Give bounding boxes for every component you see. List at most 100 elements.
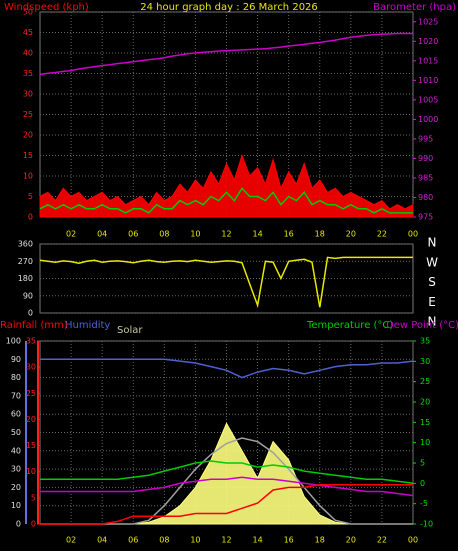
compass-label: S <box>428 275 436 289</box>
y-tick-label: 5 <box>31 493 36 502</box>
y-tick-label: 20 <box>26 415 36 424</box>
y-tick-label: 90 <box>11 355 21 364</box>
y-tick-label: 30 <box>420 357 430 366</box>
series-line <box>40 476 414 497</box>
x-tick-label: 22 <box>377 536 387 545</box>
x-tick-label: 04 <box>97 230 107 239</box>
y-tick-label: 10 <box>26 467 36 476</box>
y-tick-label: 20 <box>23 131 33 140</box>
y-tick-label: 30 <box>26 363 36 372</box>
x-tick-label: 10 <box>190 536 200 545</box>
x-tick-label: 02 <box>66 536 76 545</box>
x-tick-label: 08 <box>159 230 169 239</box>
x-tick-label: 00 <box>408 536 418 545</box>
y-tick-label: 35 <box>26 337 36 346</box>
y-tick-label: 180 <box>18 274 33 283</box>
y-tick-label: 45 <box>23 28 33 37</box>
y-tick-label: 1010 <box>418 76 438 85</box>
y-tick-label: 70 <box>11 391 21 400</box>
y-tick-label: 10 <box>420 438 430 447</box>
y-tick-label: 25 <box>26 389 36 398</box>
series-label: Rainfall (mm) <box>0 320 68 331</box>
y-tick-label: 975 <box>418 213 433 222</box>
y-tick-label: 60 <box>11 410 21 419</box>
y-tick-label: 30 <box>11 465 21 474</box>
y-tick-label: 5 <box>420 459 425 468</box>
x-tick-label: 14 <box>252 536 262 545</box>
y-tick-label: 0 <box>28 309 33 318</box>
x-tick-label: 02 <box>66 230 76 239</box>
y-tick-label: 20 <box>11 483 21 492</box>
x-tick-label: 18 <box>315 536 325 545</box>
series-line <box>40 484 413 525</box>
y-tick-label: 35 <box>420 337 430 346</box>
y-tick-label: 40 <box>11 446 21 455</box>
compass-label: W <box>426 255 438 269</box>
y-tick-label: 990 <box>418 154 433 163</box>
x-tick-label: 12 <box>221 230 231 239</box>
series-area <box>39 153 414 218</box>
y-tick-label: 985 <box>418 173 433 182</box>
y-tick-label: 50 <box>23 8 33 17</box>
series-line <box>39 187 413 214</box>
y-tick-label: 90 <box>23 291 33 300</box>
series-label: Windspeed (kph) <box>4 2 89 13</box>
x-tick-label: 06 <box>128 536 138 545</box>
y-tick-label: 1015 <box>418 56 438 65</box>
chart-title: 24 hour graph day : 26 March 2026 <box>140 2 318 13</box>
y-tick-label: 5 <box>28 192 33 201</box>
x-tick-label: 06 <box>128 230 138 239</box>
y-tick-label: 15 <box>420 418 430 427</box>
series-label: Dew Point (°C) <box>386 320 458 331</box>
x-tick-label: 00 <box>408 230 418 239</box>
series-label: Temperature (°C) <box>306 320 393 331</box>
y-tick-label: 10 <box>23 172 33 181</box>
y-tick-label: -10 <box>420 520 433 529</box>
y-tick-label: 1000 <box>418 115 438 124</box>
series-line <box>39 32 413 76</box>
y-tick-label: 360 <box>18 240 33 249</box>
x-tick-label: 10 <box>190 230 200 239</box>
y-tick-label: 25 <box>23 110 33 119</box>
x-tick-label: 16 <box>284 536 294 545</box>
series-line <box>39 256 413 309</box>
series-label: Solar <box>117 325 143 336</box>
y-tick-label: 0 <box>420 479 425 488</box>
y-tick-label: 30 <box>23 90 33 99</box>
y-tick-label: 0 <box>31 520 36 529</box>
y-tick-label: 15 <box>26 441 36 450</box>
compass-label: N <box>428 315 437 329</box>
y-tick-label: 10 <box>11 501 21 510</box>
y-tick-label: 40 <box>23 49 33 58</box>
y-tick-label: 0 <box>28 213 33 222</box>
x-tick-label: 08 <box>159 536 169 545</box>
y-tick-label: 25 <box>420 377 430 386</box>
y-tick-label: 50 <box>11 428 21 437</box>
series-label: Barometer (hpa) <box>373 2 456 13</box>
y-tick-label: 270 <box>18 257 33 266</box>
x-tick-label: 18 <box>315 230 325 239</box>
y-tick-label: 995 <box>418 134 433 143</box>
y-tick-label: 1025 <box>418 17 438 26</box>
x-tick-label: 12 <box>221 536 231 545</box>
y-tick-label: 1005 <box>418 95 438 104</box>
series-line <box>40 460 414 485</box>
y-tick-label: 20 <box>420 398 430 407</box>
y-tick-label: 100 <box>6 337 21 346</box>
compass-label: N <box>428 236 437 250</box>
x-tick-label: 20 <box>346 536 356 545</box>
y-tick-label: 15 <box>23 151 33 160</box>
y-tick-label: -5 <box>420 499 428 508</box>
compass-label: E <box>428 295 436 309</box>
y-tick-label: 80 <box>11 373 21 382</box>
y-tick-label: 1020 <box>418 37 438 46</box>
y-tick-label: 0 <box>16 520 21 529</box>
y-tick-label: 35 <box>23 69 33 78</box>
x-tick-label: 20 <box>346 230 356 239</box>
x-tick-label: 22 <box>377 230 387 239</box>
x-tick-label: 16 <box>284 230 294 239</box>
y-tick-label: 980 <box>418 193 433 202</box>
series-line <box>40 358 414 379</box>
series-label: Humidity <box>65 320 110 331</box>
